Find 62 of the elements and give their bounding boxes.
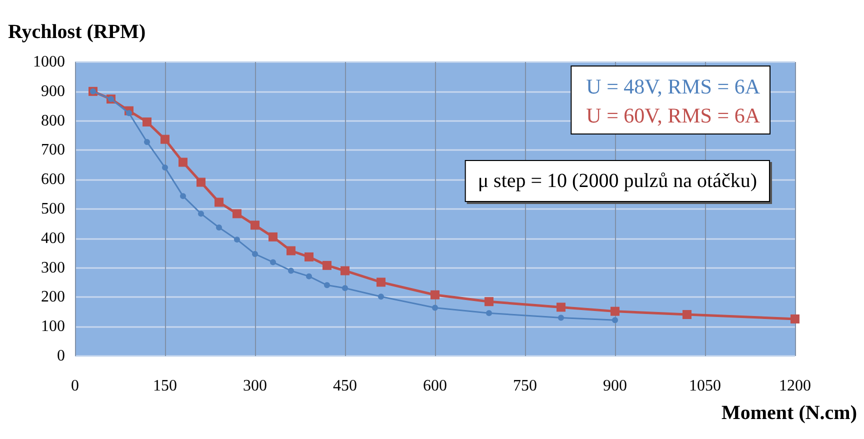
x-axis-title: Moment (N.cm) xyxy=(722,402,857,424)
point xyxy=(432,304,438,311)
point xyxy=(142,117,152,126)
x-tick-label: 600 xyxy=(423,378,447,394)
point xyxy=(216,224,222,231)
point xyxy=(126,110,132,116)
x-tick-label: 150 xyxy=(153,378,177,394)
point xyxy=(178,158,188,167)
text: U = 48V, RMS = 6A xyxy=(586,74,761,98)
point xyxy=(556,302,566,312)
y-tick-label: 200 xyxy=(41,288,65,306)
point xyxy=(214,198,224,207)
point xyxy=(484,297,494,306)
x-tick-label: 1200 xyxy=(779,378,811,394)
point xyxy=(610,306,620,316)
point xyxy=(196,178,206,187)
x-tick-label: 450 xyxy=(333,378,357,394)
x-tick-label: 900 xyxy=(603,378,627,394)
point xyxy=(270,259,276,266)
point xyxy=(558,314,564,321)
x-tick-label: 750 xyxy=(513,378,537,394)
point xyxy=(324,282,330,288)
annotation: μ step = 10 (2000 pulzů na otáčku) xyxy=(478,170,758,192)
point xyxy=(250,220,260,230)
y-tick-label: 800 xyxy=(41,112,65,130)
point xyxy=(790,314,800,324)
y-tick-label: 500 xyxy=(41,200,65,218)
point xyxy=(180,193,186,200)
point xyxy=(430,290,440,300)
x-tick-label: 1050 xyxy=(689,378,721,394)
y-tick-label: 900 xyxy=(41,82,65,100)
point xyxy=(322,260,332,270)
point xyxy=(268,232,278,242)
point xyxy=(160,134,170,144)
y-tick-label: 100 xyxy=(41,318,65,336)
point xyxy=(376,278,386,287)
point xyxy=(144,138,150,145)
text: U = 60V, RMS = 6A xyxy=(586,104,761,128)
y-axis-title: Rychlost (RPM) xyxy=(8,21,146,43)
point xyxy=(234,236,240,243)
point xyxy=(304,252,314,262)
point xyxy=(232,209,242,218)
y-tick-label: 300 xyxy=(41,259,65,276)
point xyxy=(612,317,618,324)
y-tick-label: 600 xyxy=(41,171,65,188)
point xyxy=(162,164,168,171)
point xyxy=(288,268,294,274)
point xyxy=(340,266,350,276)
point xyxy=(286,246,296,256)
y-tick-label: 700 xyxy=(41,142,65,159)
point xyxy=(682,310,692,320)
point xyxy=(198,210,204,217)
y-tick-label: 0 xyxy=(57,348,65,364)
point xyxy=(378,294,384,300)
point xyxy=(486,310,492,316)
y-tick-label: 1000 xyxy=(33,54,65,70)
x-tick-label: 300 xyxy=(243,378,267,394)
point xyxy=(342,285,348,292)
x-tick-label: 0 xyxy=(71,378,79,394)
point xyxy=(252,250,258,257)
point xyxy=(306,273,312,280)
y-tick-label: 400 xyxy=(41,230,65,247)
